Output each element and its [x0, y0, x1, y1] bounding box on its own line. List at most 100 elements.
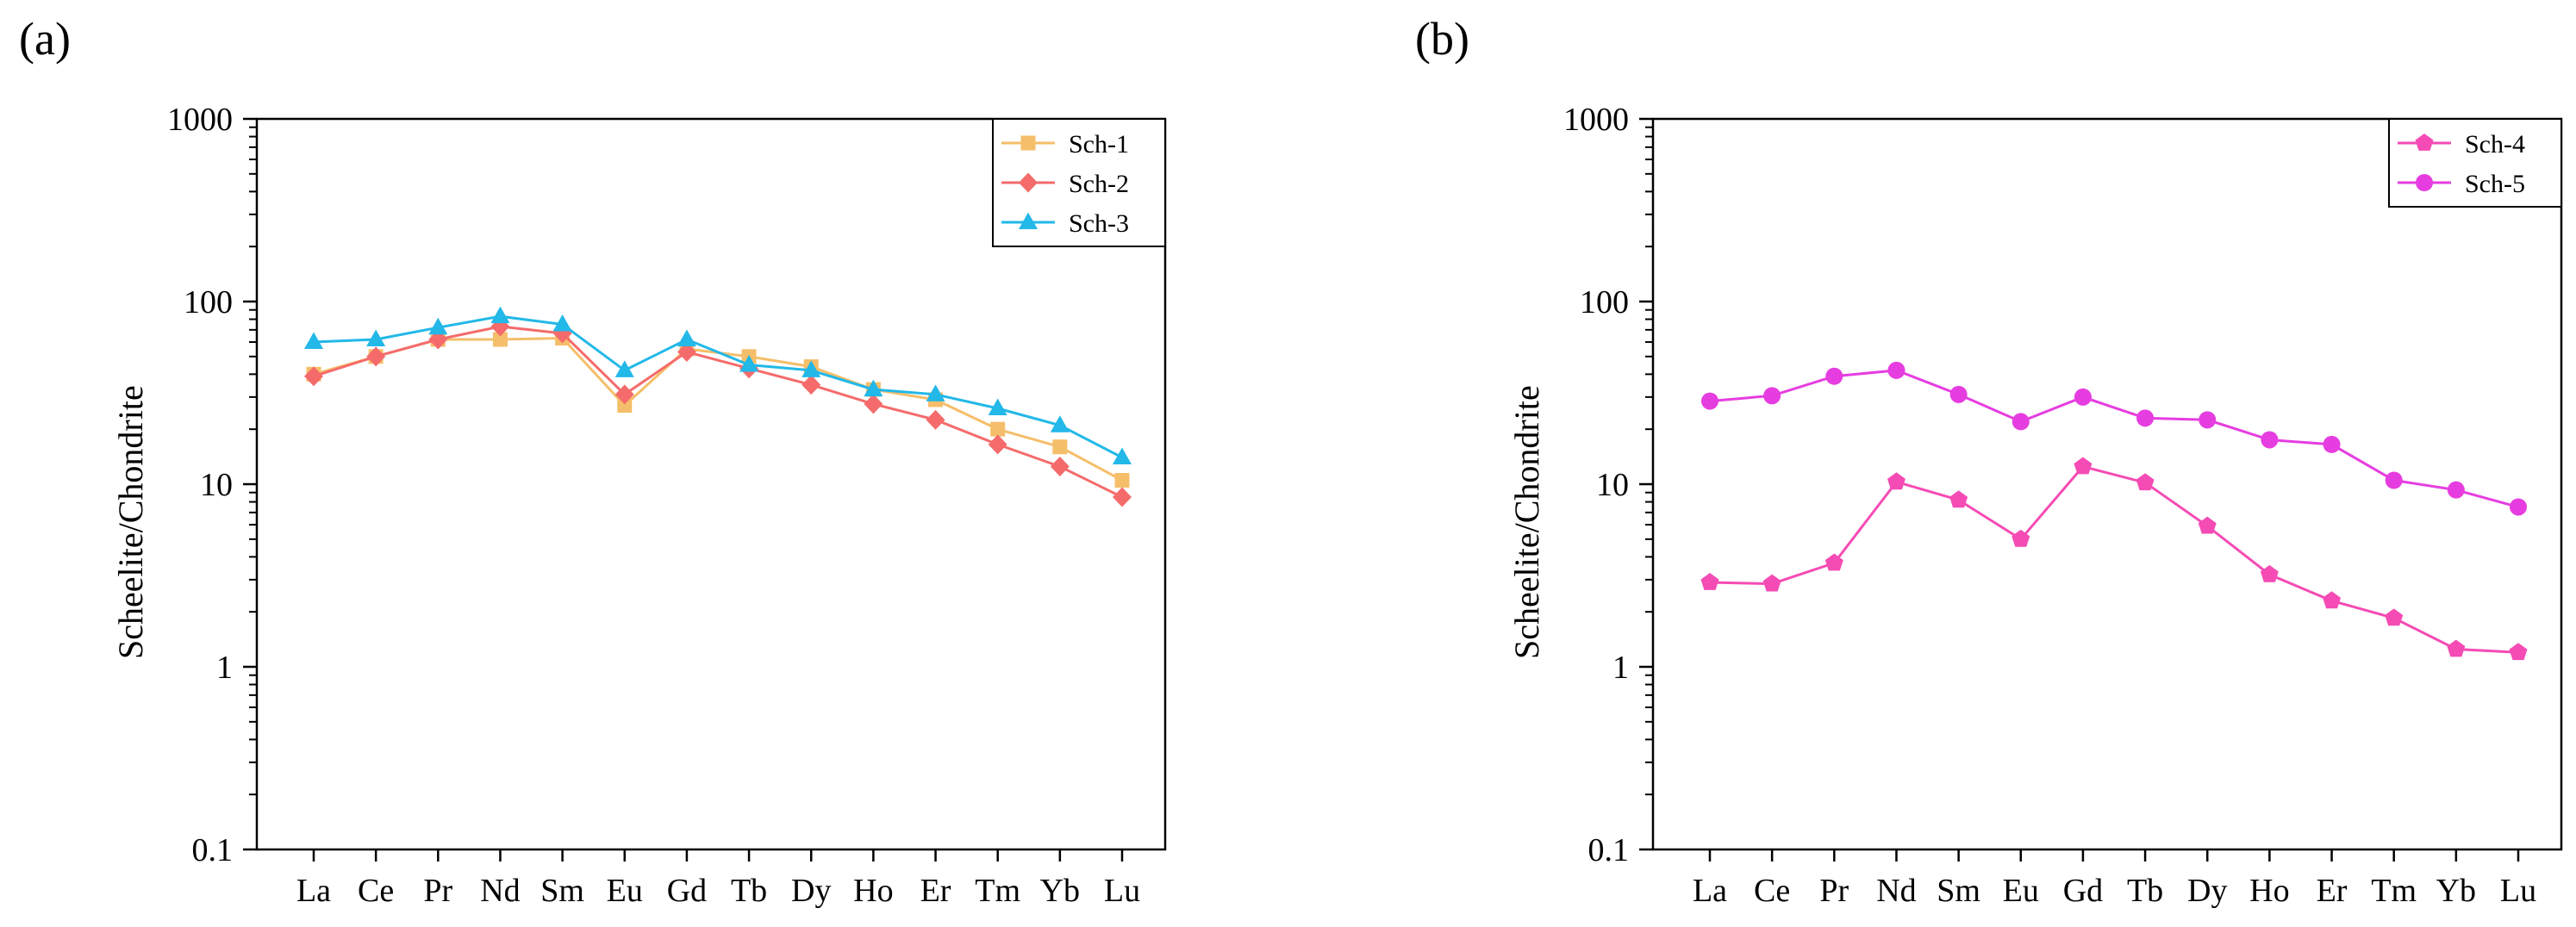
x-tick-label: Dy [791, 873, 831, 909]
data-point [2447, 639, 2466, 657]
legend-marker [1019, 212, 1038, 229]
legend-marker [2415, 134, 2434, 151]
data-point [1949, 490, 1968, 508]
x-tick-label: La [1693, 873, 1727, 909]
data-point [988, 398, 1007, 416]
x-tick-label: Pr [1819, 873, 1849, 909]
data-point [490, 306, 510, 324]
data-point [492, 332, 508, 347]
data-point [2261, 431, 2279, 449]
data-point [366, 329, 386, 347]
data-point [2012, 529, 2030, 547]
data-point [2074, 457, 2093, 475]
x-tick-label: Lu [2500, 873, 2536, 909]
data-point [739, 355, 759, 372]
data-point [2074, 388, 2092, 406]
data-point [2447, 481, 2465, 499]
data-point [1763, 387, 1781, 405]
data-point [988, 434, 1007, 455]
x-tick-label: Eu [607, 873, 643, 909]
legend-marker [2416, 174, 2433, 191]
chart-panel-a: (a) Scheelite/Chondrite 0.1 1 10 100 1000 La C… [19, 13, 1167, 909]
data-point [1700, 573, 1719, 590]
series-line [1709, 369, 2519, 508]
series-line [313, 325, 1123, 499]
series-line [313, 314, 1123, 459]
y-tick-label: 1 [1612, 650, 1629, 686]
x-tick-label: Tm [2371, 873, 2417, 909]
x-tick-label: Eu [2003, 873, 2039, 909]
x-tick-label: Tb [731, 873, 767, 909]
data-point [1050, 415, 1070, 432]
data-point [1113, 447, 1132, 465]
x-tick-label: Nd [1876, 873, 1916, 909]
data-point [864, 394, 883, 414]
data-point [1887, 361, 1905, 379]
x-tick-label: Nd [480, 873, 520, 909]
y-tick-label: 100 [1580, 284, 1629, 320]
x-tick-label: Tb [2127, 873, 2163, 909]
x-tick-label: Ho [2249, 873, 2289, 909]
data-point [428, 329, 448, 350]
data-point [552, 314, 572, 332]
data-point [614, 360, 634, 377]
data-point [2323, 591, 2341, 609]
legend-marker [1019, 172, 1038, 193]
x-tick-label: Sm [540, 873, 584, 909]
legend: Sch-4 Sch-5 [2388, 118, 2562, 208]
legend-label: Sch-4 [2465, 130, 2525, 159]
data-point [304, 332, 323, 350]
x-tick-label: Pr [423, 873, 452, 909]
data-point [1052, 439, 1068, 455]
y-tick-label: 1 [216, 650, 233, 686]
data-point [926, 409, 945, 430]
x-tick-label: Er [2317, 873, 2348, 909]
y-tick-label: 1000 [167, 102, 233, 138]
panel-label: (b) [1415, 13, 1469, 65]
data-point [2199, 411, 2217, 429]
data-point [1113, 487, 1132, 507]
data-point [1114, 473, 1130, 488]
data-point [2385, 608, 2404, 626]
x-tick-label: Er [920, 873, 951, 909]
series-sch-5 [1701, 361, 2527, 516]
data-point [2385, 471, 2403, 489]
legend-label: Sch-2 [1069, 170, 1129, 198]
x-tick-label: Yb [1040, 873, 1080, 909]
x-tick-label: Gd [2063, 873, 2103, 909]
data-point [677, 329, 696, 347]
x-tick-label: Ho [853, 873, 893, 909]
legend-box [2388, 118, 2562, 208]
data-point [2509, 643, 2528, 661]
data-point [304, 366, 323, 387]
data-point [1949, 385, 1968, 403]
x-tick-label: La [296, 873, 331, 909]
data-point [801, 375, 821, 395]
data-point [617, 398, 633, 414]
data-point [1824, 553, 1843, 571]
series-sch-3 [304, 306, 1132, 465]
chart-svg: 0.1 1 10 100 1000 La Ce Pr Nd Sm Eu Gd Tb Dy Ho Er Tm Yb L… [1563, 102, 2563, 909]
legend-label: Sch-3 [1069, 209, 1129, 238]
x-tick-label: Tm [975, 873, 1020, 909]
legend-label: Sch-5 [2465, 170, 2525, 198]
data-point [428, 317, 448, 335]
y-tick-label: 100 [184, 284, 233, 320]
x-tick-label: Gd [667, 873, 707, 909]
data-point [1701, 392, 1718, 410]
data-point [1825, 367, 1843, 385]
data-point [1050, 456, 1070, 476]
y-tick-label: 1000 [1563, 102, 1629, 138]
chart-panel-b: (b) Scheelite/Chondrite 0.1 1 10 100 1000 La C… [1396, 0, 2576, 927]
y-tick-label: 0.1 [192, 832, 234, 868]
y-tick-label: 10 [200, 467, 233, 503]
x-tick-label: Dy [2187, 873, 2227, 909]
series-line [1709, 464, 2519, 654]
data-point [614, 384, 634, 405]
x-tick-label: Yb [2436, 873, 2476, 909]
data-point [2323, 435, 2341, 453]
x-tick-label: Lu [1104, 873, 1140, 909]
x-tick-label: Ce [1754, 873, 1790, 909]
data-point [926, 384, 945, 401]
data-point [801, 360, 821, 377]
